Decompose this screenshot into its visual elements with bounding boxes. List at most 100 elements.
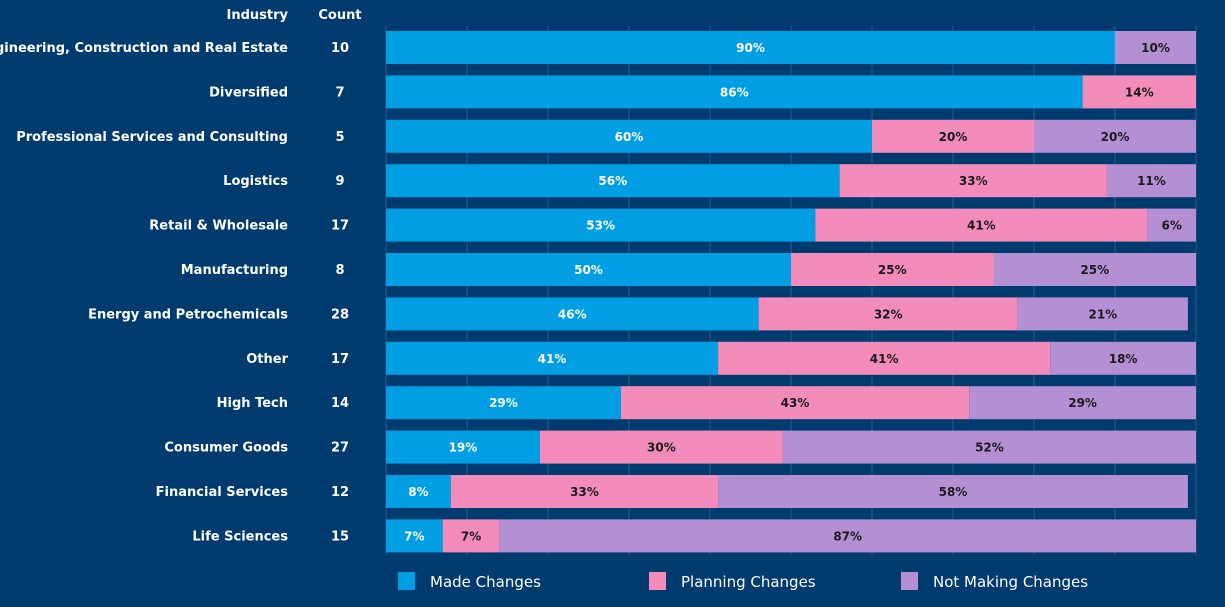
chart-row: Other 17 41% 41% 18% <box>246 341 1196 375</box>
data-label: 46% <box>558 307 587 321</box>
data-label: 25% <box>1080 263 1109 277</box>
bar-segment <box>386 31 1115 64</box>
bar-segment <box>386 475 451 508</box>
chart-rows: Engineering, Construction and Real Estat… <box>0 31 1196 553</box>
data-label: 8% <box>408 485 428 499</box>
bar-segment <box>386 75 1083 109</box>
count-label: 7 <box>335 85 344 100</box>
bar-segment <box>499 519 1196 553</box>
data-label: 60% <box>615 130 644 144</box>
category-label: Diversified <box>209 85 288 100</box>
bar-segment <box>1115 31 1196 64</box>
bar-segment <box>386 519 443 553</box>
bar-segment <box>782 430 1196 464</box>
chart-row: Retail & Wholesale 17 53% 41% 6% <box>149 208 1196 242</box>
bar-segment <box>872 119 1034 153</box>
data-label: 87% <box>833 529 862 543</box>
data-label: 20% <box>1101 130 1130 144</box>
category-label: Consumer Goods <box>164 441 288 456</box>
bar-segment <box>386 341 719 375</box>
category-label: Financial Services <box>156 485 289 500</box>
data-label: 53% <box>586 219 615 233</box>
bar-segment <box>1082 75 1196 109</box>
data-label: 11% <box>1137 174 1166 188</box>
chart-row: Consumer Goods 27 19% 30% 52% <box>164 430 1196 464</box>
chart-row: Manufacturing 8 50% 25% 25% <box>181 253 1196 286</box>
count-label: 15 <box>331 529 349 544</box>
bar-segment <box>969 386 1196 420</box>
bar-segment <box>386 253 791 286</box>
bar-segment <box>539 430 783 464</box>
bar-segment <box>386 430 540 464</box>
bar-segment <box>386 208 816 242</box>
data-label: 30% <box>647 441 676 455</box>
bar-segment <box>1017 297 1188 331</box>
bar-segment <box>1147 208 1196 242</box>
data-label: 10% <box>1141 41 1170 55</box>
bar-segment <box>1050 341 1196 375</box>
chart-row: Energy and Petrochemicals 28 46% 32% 21% <box>88 297 1188 331</box>
data-label: 50% <box>574 263 603 277</box>
legend-swatch <box>398 572 415 590</box>
bar-segment <box>1034 119 1196 153</box>
data-label: 43% <box>781 396 810 410</box>
legend-label: Made Changes <box>430 573 541 591</box>
grid-lines <box>385 26 1197 555</box>
data-label: 19% <box>449 441 478 455</box>
bar-segment <box>620 386 970 420</box>
data-label: 41% <box>967 219 996 233</box>
count-label: 8 <box>335 263 344 278</box>
count-label: 14 <box>331 396 349 411</box>
data-label: 90% <box>736 41 765 55</box>
bar-segment <box>791 253 994 286</box>
data-label: 86% <box>720 85 749 99</box>
legend-label: Planning Changes <box>681 573 816 591</box>
count-label: 27 <box>331 441 349 456</box>
bar-segment <box>386 164 840 198</box>
count-label: 17 <box>331 352 349 367</box>
count-label: 9 <box>335 174 344 189</box>
category-label: High Tech <box>217 396 288 411</box>
category-label: Retail & Wholesale <box>149 219 288 234</box>
bar-segment <box>386 119 872 153</box>
bar-segment <box>718 341 1051 375</box>
count-header: Count <box>318 8 361 23</box>
legend-swatch <box>649 572 666 590</box>
count-label: 17 <box>331 219 349 234</box>
chart-row: Logistics 9 56% 33% 11% <box>223 164 1196 198</box>
count-label: 12 <box>331 485 349 500</box>
bar-segment <box>718 475 1188 508</box>
bar-segment <box>993 253 1196 286</box>
count-label: 28 <box>331 307 349 322</box>
count-label: 5 <box>335 130 344 145</box>
category-label: Life Sciences <box>192 529 288 544</box>
legend-label: Not Making Changes <box>933 573 1088 591</box>
data-label: 52% <box>975 441 1004 455</box>
category-label: Engineering, Construction and Real Estat… <box>0 41 288 56</box>
data-label: 56% <box>598 174 627 188</box>
data-label: 41% <box>870 352 899 366</box>
legend-swatch <box>901 572 918 590</box>
data-label: 41% <box>538 352 567 366</box>
bar-segment <box>450 475 719 508</box>
data-label: 29% <box>1068 396 1097 410</box>
bar-segment <box>1106 164 1196 198</box>
category-label: Energy and Petrochemicals <box>88 307 288 322</box>
data-label: 32% <box>874 307 903 321</box>
chart-row: High Tech 14 29% 43% 29% <box>217 386 1196 420</box>
category-label: Other <box>246 352 288 367</box>
chart-row: Engineering, Construction and Real Estat… <box>0 31 1196 64</box>
data-label: 33% <box>570 485 599 499</box>
bar-segment <box>386 386 621 420</box>
data-label: 25% <box>878 263 907 277</box>
category-label: Manufacturing <box>181 263 288 278</box>
chart-row: Diversified 7 86% 14% <box>209 75 1196 109</box>
data-label: 6% <box>1162 219 1182 233</box>
bar-segment <box>386 297 759 331</box>
count-label: 10 <box>331 41 349 56</box>
chart-row: Life Sciences 15 7% 7% 87% <box>192 519 1196 553</box>
bar-segment <box>839 164 1107 198</box>
data-label: 20% <box>939 130 968 144</box>
data-label: 29% <box>489 396 518 410</box>
legend: Made Changes Planning Changes Not Making C… <box>398 572 1088 591</box>
